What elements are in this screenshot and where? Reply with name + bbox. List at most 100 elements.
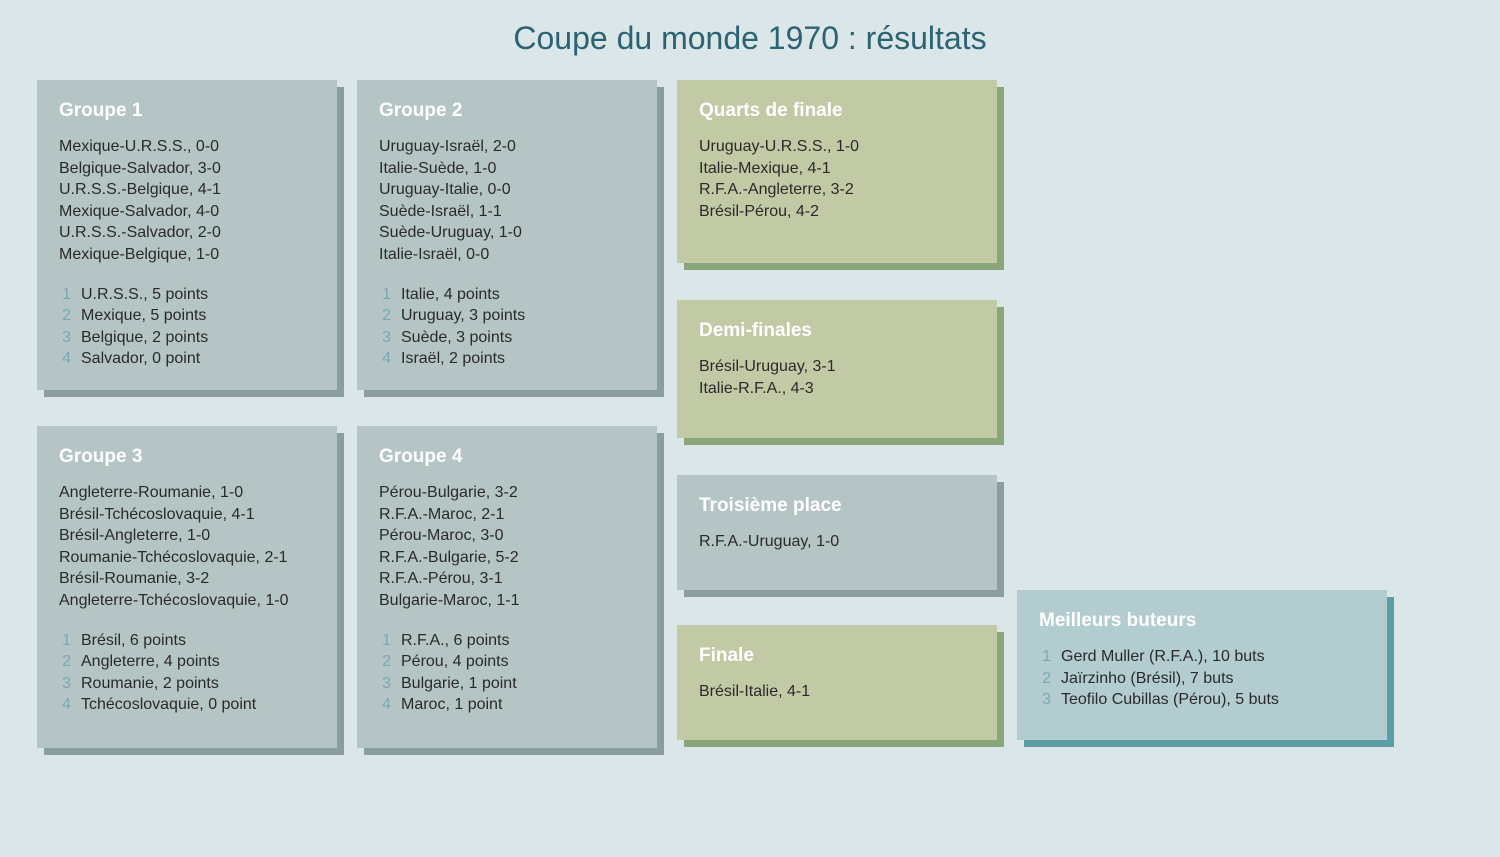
group-3-card: Groupe 3 Angleterre-Roumanie, 1-0 Brésil… <box>37 426 337 748</box>
match-result: Roumanie-Tchécoslovaquie, 2-1 <box>59 547 315 569</box>
standing-rank: 4 <box>379 348 391 370</box>
group-4-card: Groupe 4 Pérou-Bulgarie, 3-2 R.F.A.-Maro… <box>357 426 657 748</box>
standing-rank: 2 <box>379 305 391 327</box>
standing-row: 1 R.F.A., 6 points <box>379 630 635 652</box>
match-result: Italie-Suède, 1-0 <box>379 158 635 180</box>
standing-row: 1Brésil, 6 points <box>59 630 315 652</box>
standing-text: Tchécoslovaquie, 0 point <box>81 694 256 716</box>
quarterfinals-card: Quarts de finale Uruguay-U.R.S.S., 1-0 I… <box>677 80 997 263</box>
standing-text: Mexique, 5 points <box>81 305 206 327</box>
group-standings: 1 U.R.S.S., 5 points 2 Mexique, 5 points 3… <box>59 284 315 370</box>
standing-row: 4 Maroc, 1 point <box>379 694 635 716</box>
standing-row: 3 Suède, 3 points <box>379 327 635 349</box>
standing-row: 2 Mexique, 5 points <box>59 305 315 327</box>
standing-text: Brésil, 6 points <box>81 630 186 652</box>
scorer-row: 1 Gerd Muller (R.F.A.), 10 buts <box>1039 646 1365 668</box>
standing-text: Bulgarie, 1 point <box>401 673 517 695</box>
match-result: Mexique-Salvador, 4-0 <box>59 201 315 223</box>
standing-rank: 1 <box>379 284 391 306</box>
match-result: Uruguay-Israël, 2-0 <box>379 136 635 158</box>
standing-rank: 1 <box>379 630 391 652</box>
stage-title: Finale <box>699 645 975 667</box>
stage-matches: Uruguay-U.R.S.S., 1-0 Italie-Mexique, 4-… <box>699 136 975 222</box>
standing-row: 4 Israël, 2 points <box>379 348 635 370</box>
third-place-card: Troisième place R.F.A.-Uruguay, 1-0 <box>677 475 997 590</box>
match-result: Uruguay-Italie, 0-0 <box>379 179 635 201</box>
scorer-rank: 2 <box>1039 668 1051 690</box>
standing-row: 3 Bulgarie, 1 point <box>379 673 635 695</box>
group-title: Groupe 3 <box>59 446 315 468</box>
match-result: Uruguay-U.R.S.S., 1-0 <box>699 136 975 158</box>
group-matches: Pérou-Bulgarie, 3-2 R.F.A.-Maroc, 2-1 Pé… <box>379 482 635 612</box>
scorer-text: Gerd Muller (R.F.A.), 10 buts <box>1061 646 1265 668</box>
scorer-rank: 1 <box>1039 646 1051 668</box>
standing-row: 2 Angleterre, 4 points <box>59 651 315 673</box>
match-result: Brésil-Italie, 4-1 <box>699 681 975 703</box>
standing-rank: 3 <box>379 673 391 695</box>
standing-rank: 1 <box>59 284 71 306</box>
match-result: Pérou-Maroc, 3-0 <box>379 525 635 547</box>
group-matches: Mexique-U.R.S.S., 0-0 Belgique-Salvador,… <box>59 136 315 266</box>
standing-row: 3 Roumanie, 2 points <box>59 673 315 695</box>
group-matches: Uruguay-Israël, 2-0 Italie-Suède, 1-0 Ur… <box>379 136 635 266</box>
standing-text: Roumanie, 2 points <box>81 673 219 695</box>
stage-matches: Brésil-Uruguay, 3-1 Italie-R.F.A., 4-3 <box>699 356 975 399</box>
scorer-text: Teofilo Cubillas (Pérou), 5 buts <box>1061 689 1279 711</box>
match-result: U.R.S.S.-Belgique, 4-1 <box>59 179 315 201</box>
scorer-row: 3Teofilo Cubillas (Pérou), 5 buts <box>1039 689 1365 711</box>
standing-text: Belgique, 2 points <box>81 327 208 349</box>
match-result: Angleterre-Roumanie, 1-0 <box>59 482 315 504</box>
page-title: Coupe du monde 1970 : résultats <box>0 0 1500 57</box>
stage-matches: R.F.A.-Uruguay, 1-0 <box>699 531 975 553</box>
match-result: R.F.A.-Angleterre, 3-2 <box>699 179 975 201</box>
match-result: Brésil-Roumanie, 3-2 <box>59 568 315 590</box>
stage-title: Quarts de finale <box>699 100 975 122</box>
match-result: R.F.A.-Maroc, 2-1 <box>379 504 635 526</box>
top-scorers-card: Meilleurs buteurs 1Gerd Muller (R.F.A.),… <box>1017 590 1387 740</box>
standing-text: Israël, 2 points <box>401 348 505 370</box>
match-result: Brésil-Uruguay, 3-1 <box>699 356 975 378</box>
match-result: R.F.A.-Bulgarie, 5-2 <box>379 547 635 569</box>
stage-matches: Brésil-Italie, 4-1 <box>699 681 975 703</box>
standing-rank: 3 <box>379 327 391 349</box>
scorer-text: Jaïrzinho (Brésil), 7 buts <box>1061 668 1234 690</box>
match-result: R.F.A.-Uruguay, 1-0 <box>699 531 975 553</box>
stage-title: Demi-finales <box>699 320 975 342</box>
standing-text: R.F.A., 6 points <box>401 630 510 652</box>
match-result: Italie-Mexique, 4-1 <box>699 158 975 180</box>
standing-text: Angleterre, 4 points <box>81 651 220 673</box>
standing-text: Suède, 3 points <box>401 327 512 349</box>
standing-text: Uruguay, 3 points <box>401 305 525 327</box>
standing-text: U.R.S.S., 5 points <box>81 284 208 306</box>
stage-title: Troisième place <box>699 495 975 517</box>
match-result: R.F.A.-Pérou, 3-1 <box>379 568 635 590</box>
scorer-row: 2 Jaïrzinho (Brésil), 7 buts <box>1039 668 1365 690</box>
standing-text: Salvador, 0 point <box>81 348 200 370</box>
standing-rank: 3 <box>59 673 71 695</box>
match-result: Bulgarie-Maroc, 1-1 <box>379 590 635 612</box>
standing-text: Italie, 4 points <box>401 284 500 306</box>
match-result: Italie-Israël, 0-0 <box>379 244 635 266</box>
match-result: U.R.S.S.-Salvador, 2-0 <box>59 222 315 244</box>
standing-rank: 4 <box>59 348 71 370</box>
standing-rank: 2 <box>379 651 391 673</box>
standing-rank: 3 <box>59 327 71 349</box>
match-result: Brésil-Pérou, 4-2 <box>699 201 975 223</box>
match-result: Suède-Israël, 1-1 <box>379 201 635 223</box>
match-result: Belgique-Salvador, 3-0 <box>59 158 315 180</box>
group-title: Groupe 4 <box>379 446 635 468</box>
standing-row: 2 Uruguay, 3 points <box>379 305 635 327</box>
standing-rank: 2 <box>59 651 71 673</box>
standing-text: Maroc, 1 point <box>401 694 502 716</box>
match-result: Pérou-Bulgarie, 3-2 <box>379 482 635 504</box>
standing-row: 1 U.R.S.S., 5 points <box>59 284 315 306</box>
group-2-card: Groupe 2 Uruguay-Israël, 2-0 Italie-Suèd… <box>357 80 657 390</box>
standing-rank: 4 <box>379 694 391 716</box>
match-result: Suède-Uruguay, 1-0 <box>379 222 635 244</box>
group-1-card: Groupe 1 Mexique-U.R.S.S., 0-0 Belgique-… <box>37 80 337 390</box>
group-standings: 1Brésil, 6 points 2Angleterre, 4 points … <box>59 630 315 716</box>
scorers-list: 1 Gerd Muller (R.F.A.), 10 buts 2 Jaïrzinh… <box>1039 646 1365 711</box>
standing-text: Pérou, 4 points <box>401 651 509 673</box>
final-card: Finale Brésil-Italie, 4-1 <box>677 625 997 740</box>
standing-rank: 2 <box>59 305 71 327</box>
